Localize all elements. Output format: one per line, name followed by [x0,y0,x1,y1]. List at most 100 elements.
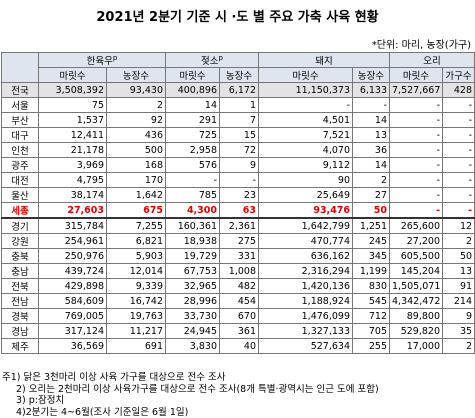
cell: 1,476,099 [258,308,353,324]
cell: 500 [106,142,166,158]
cell: 27 [351,187,391,203]
cell: 170 [106,172,166,188]
cell: 168 [106,157,166,173]
region-label: 인천 [1,142,39,158]
cell: 439,724 [38,263,107,279]
data-row: 광주 3,969 168 576 9 9,112 14- - [1,157,475,173]
cell: 454 [219,293,259,309]
cell: 3,508,392 [38,82,107,98]
region-label: 전북 [1,278,39,294]
cell: 160,361 [165,217,220,234]
unit-note: *단위: 마리, 농장(가구) [371,40,471,51]
cell: 63 [219,202,259,219]
group-name: 젖소 [201,56,219,67]
region-label: 서울 [1,97,39,113]
data-row: 강원 254,961 6,821 18,938 275 470,774 245 27,200 2 [1,233,475,249]
region-label: 부산 [1,112,39,128]
cell: 1,420,136 [258,278,353,294]
cell: - [389,142,444,158]
region-label: 광주 [1,157,39,173]
cell: 291 [165,112,220,128]
cell: 14 [351,157,391,173]
cell: 50 [351,202,391,219]
cell: 19,763 [106,308,166,324]
cell: 32,965 [165,278,220,294]
cell: 1,537 [38,112,107,128]
cell: 11,217 [106,323,166,339]
subheader: 마릿수 [165,67,220,83]
data-row: 인천 21,178 500 2,958 72 4,070 36- - [1,142,475,158]
cell: 72 [219,142,259,158]
group-name: 오리 [423,56,441,67]
cell: - [389,202,444,219]
cell: 429,898 [38,278,107,294]
cell: 13 [442,263,475,279]
data-row: 울산 38,174 1,642 785 23 25,649 27- - [1,187,475,203]
data-row: 전국 3,508,392 93,430 400,896 6,172 11,150,373 6… [1,82,475,98]
cell: 18,938 [165,233,220,249]
cell: 331 [219,248,259,264]
region-label: 충남 [1,263,39,279]
cell: 214 [442,293,475,309]
provisional-mark: p [112,53,118,62]
footnote: 2) 오리는 2천마리 이상 사육가구를 대상으로 전수 조사(8개 특별·광역… [16,383,379,395]
data-row: 경남 317,124 11,217 24,945 361 1,327,133 705 529,… [1,323,475,339]
livestock-table: 한육우p 젖소p 돼지 오리 마릿수 농장수 마릿수 농장수 마릿수 농장수 마릿수 가구수 전국 3,… [1,52,475,354]
cell: - [389,157,444,173]
cell: 6,172 [219,82,259,98]
cell: 830 [351,278,391,294]
cell: 2,316,294 [258,263,353,279]
cell: 2,958 [165,142,220,158]
cell: 93,430 [106,82,166,98]
cell: 33,730 [165,308,220,324]
cell: 14 [351,112,391,128]
group-header: 오리 [389,52,475,68]
cell: 5,903 [106,248,166,264]
cell: 576 [165,157,220,173]
cell: - [219,172,259,188]
cell: - [442,97,475,113]
cell: 482 [219,278,259,294]
cell: 1,251 [351,217,391,234]
region-label: 경남 [1,323,39,339]
cell: 675 [106,202,166,219]
cell: 670 [219,308,259,324]
data-row: 경북 769,005 19,763 33,730 670 1,476,099 712 89,8… [1,308,475,324]
subheader: 농장수 [351,67,391,83]
cell: 4,501 [258,112,353,128]
cell: 9 [219,157,259,173]
cell: 38,174 [38,187,107,203]
cell: 91 [442,278,475,294]
group-header: 젖소p [165,52,259,68]
cell: 17,000 [389,338,444,354]
cell: 27,603 [38,202,107,219]
subheader-row: 마릿수 농장수 마릿수 농장수 마릿수 농장수 마릿수 가구수 [2,67,475,83]
group-name: 돼지 [315,56,333,67]
group-header: 돼지 [257,52,391,68]
subheader: 마릿수 [38,67,107,83]
cell: 40 [219,338,259,354]
cell: 265,600 [389,217,444,234]
cell: 12,014 [106,263,166,279]
cell: 315,784 [38,217,107,234]
cell: 7 [219,112,259,128]
cell: 3,830 [165,338,220,354]
cell: - [351,97,391,113]
cell: - [389,97,444,113]
cell: 7,527,667 [389,82,444,98]
subheader: 마릿수 [258,67,353,83]
subheader: 가구수 [442,67,475,83]
data-row: 전북 429,898 9,339 32,965 482 1,420,136 830 1,505… [1,278,475,294]
cell: 254,961 [38,233,107,249]
data-row: 부산 1,537 92 291 7 4,501 14- - [1,112,475,128]
region-label: 전남 [1,293,39,309]
cell: 12 [442,217,475,234]
cell: 255 [351,338,391,354]
cell: 6,821 [106,233,166,249]
cell: 25,649 [258,187,353,203]
cell: 527,634 [258,338,353,354]
subheader: 농장수 [106,67,166,83]
cell: 16,742 [106,293,166,309]
cell: - [442,112,475,128]
cell: 36,569 [38,338,107,354]
